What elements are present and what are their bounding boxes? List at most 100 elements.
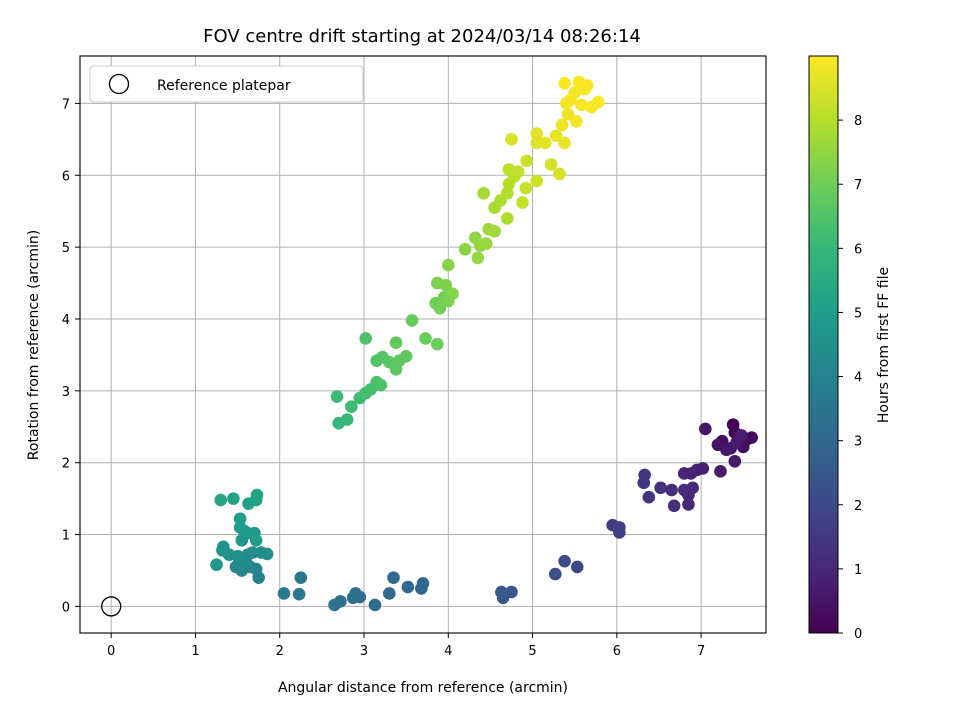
x-tick-label: 7 <box>697 644 705 659</box>
data-point <box>520 154 533 168</box>
data-point <box>572 75 586 89</box>
data-point <box>477 186 490 200</box>
data-point <box>638 468 651 482</box>
data-point <box>558 136 571 150</box>
data-point <box>415 582 428 595</box>
colorbar-tick-label: 3 <box>854 435 862 450</box>
chart-title: FOV centre drift starting at 2024/03/14 … <box>203 26 641 47</box>
data-point <box>446 287 459 301</box>
data-point <box>720 443 733 457</box>
data-point <box>570 560 584 574</box>
data-point <box>558 77 571 90</box>
x-tick-label: 0 <box>107 644 115 659</box>
colorbar-tick-label: 5 <box>854 306 862 321</box>
data-point <box>233 512 247 526</box>
data-point <box>500 212 514 225</box>
data-point <box>458 242 472 256</box>
data-point <box>419 332 432 345</box>
y-axis-ticks: 0 1 2 3 4 5 6 7 <box>62 97 80 615</box>
data-point <box>328 598 341 612</box>
data-point <box>214 493 228 507</box>
y-axis-label: Rotation from reference (arcmin) <box>26 230 42 460</box>
y-tick-label: 1 <box>62 529 70 544</box>
data-point <box>210 558 223 572</box>
y-tick-label: 4 <box>62 313 70 328</box>
data-point <box>216 540 230 554</box>
data-point <box>431 337 444 351</box>
data-point <box>516 196 529 209</box>
data-point <box>549 567 562 581</box>
data-point <box>564 93 577 107</box>
colorbar-tick-label: 2 <box>854 499 862 514</box>
data-point <box>558 554 571 568</box>
data-point <box>549 129 563 143</box>
data-point <box>405 314 419 327</box>
colorbar-tick-label: 6 <box>854 242 862 257</box>
data-point <box>292 587 306 601</box>
colorbar-tick-label: 1 <box>854 563 862 578</box>
x-axis-label: Angular distance from reference (arcmin) <box>278 680 568 696</box>
data-point <box>260 547 274 561</box>
data-point <box>714 465 727 478</box>
reference-platepar-marker <box>101 596 122 617</box>
data-point <box>500 186 514 200</box>
data-point <box>471 251 485 265</box>
grid <box>80 56 766 633</box>
x-tick-label: 3 <box>360 644 368 659</box>
y-tick-label: 2 <box>62 457 70 472</box>
data-point <box>389 336 403 350</box>
data-point <box>642 490 656 504</box>
x-tick-label: 6 <box>613 644 621 659</box>
legend-reference-marker <box>108 73 130 95</box>
data-point <box>345 400 358 413</box>
data-point <box>374 378 388 392</box>
data-point <box>277 587 291 600</box>
x-tick-label: 1 <box>191 644 199 659</box>
legend-box <box>89 65 364 103</box>
data-point <box>682 498 695 511</box>
y-tick-label: 6 <box>62 169 70 184</box>
data-point <box>227 492 240 505</box>
data-point <box>359 332 372 345</box>
x-tick-label: 2 <box>276 644 284 659</box>
data-point <box>591 95 605 109</box>
data-point <box>250 488 264 502</box>
data-point <box>387 571 400 584</box>
data-point <box>505 133 518 146</box>
data-point <box>401 580 415 594</box>
data-point <box>665 483 678 497</box>
data-point <box>340 413 354 426</box>
colorbar-label: Hours from first FF file <box>876 267 892 423</box>
data-point <box>530 174 544 188</box>
data-point <box>382 587 396 600</box>
y-tick-label: 5 <box>62 241 70 256</box>
plot-frame <box>79 55 767 634</box>
x-axis-ticks: 0 1 2 3 4 5 6 7 <box>107 633 705 659</box>
data-point <box>699 422 712 436</box>
data-point <box>330 390 344 403</box>
colorbar-tick-label: 0 <box>854 627 862 642</box>
data-point <box>553 167 566 181</box>
data-point <box>368 598 382 612</box>
data-point <box>728 454 742 468</box>
data-point <box>613 526 626 539</box>
colorbar-tick-label: 7 <box>854 178 862 193</box>
data-point <box>441 258 455 272</box>
data-point <box>570 115 583 128</box>
data-point <box>530 127 544 140</box>
colorbar-tick-label: 8 <box>854 114 862 129</box>
data-point <box>346 591 360 605</box>
data-point <box>544 158 558 171</box>
data-point <box>229 560 243 574</box>
legend-reference-label: Reference platepar <box>157 78 291 94</box>
data-point <box>249 534 263 547</box>
data-point <box>479 237 493 250</box>
data-point <box>233 521 247 534</box>
colorbar-tick-label: 4 <box>854 371 862 386</box>
data-point <box>735 429 748 442</box>
y-tick-label: 3 <box>62 385 70 400</box>
data-point <box>561 107 575 121</box>
colorbar-ticks: 0 1 2 3 4 5 6 7 8 <box>838 114 862 642</box>
x-tick-label: 4 <box>444 644 452 659</box>
